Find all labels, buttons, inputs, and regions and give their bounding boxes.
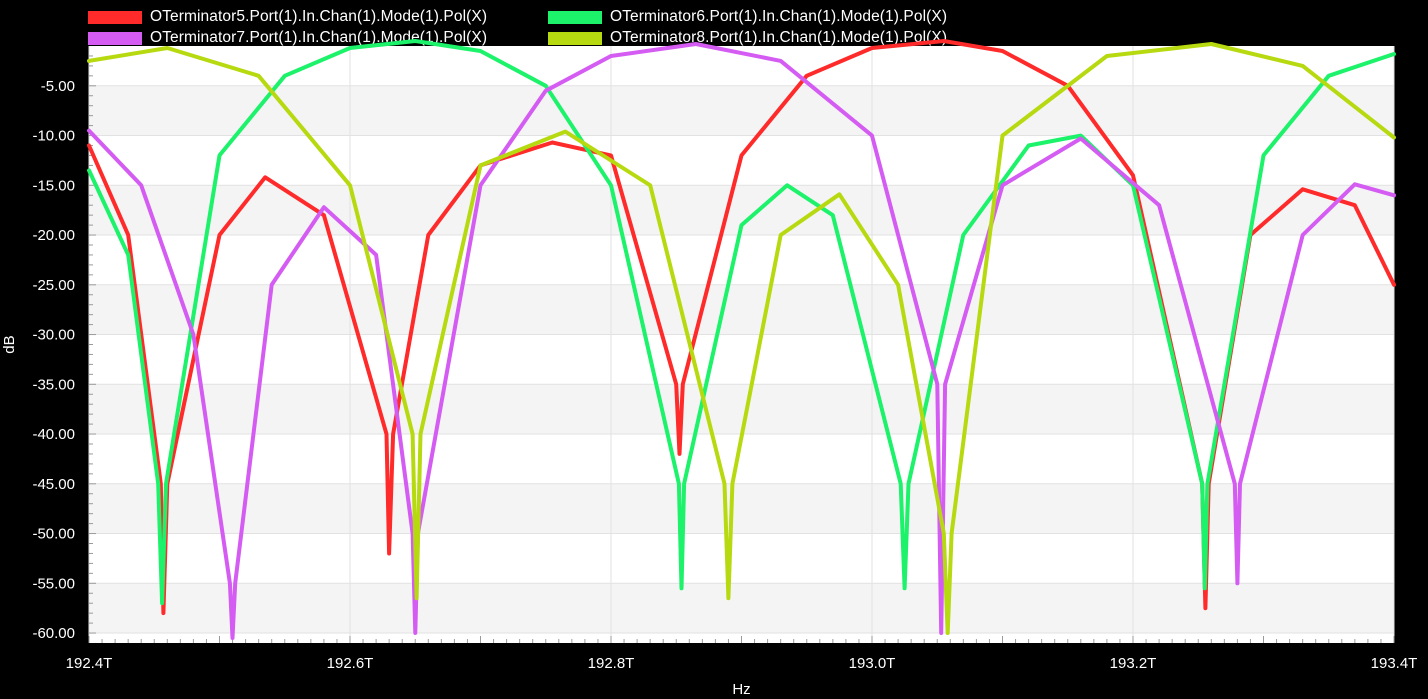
y-tick-label: -50.00 bbox=[32, 526, 75, 543]
y-tick-label: -10.00 bbox=[32, 128, 75, 145]
y-tick-label: -45.00 bbox=[32, 476, 75, 493]
legend-label: OTerminator6.Port(1).In.Chan(1).Mode(1).… bbox=[610, 8, 948, 25]
y-tick-label: -5.00 bbox=[41, 78, 75, 95]
legend-label: OTerminator8.Port(1).In.Chan(1).Mode(1).… bbox=[610, 29, 948, 46]
legend-swatch bbox=[548, 31, 602, 45]
series-line-3 bbox=[87, 42, 1396, 640]
series-line-2 bbox=[87, 39, 1396, 606]
plot-bands bbox=[89, 85, 1394, 634]
legend-label: OTerminator5.Port(1).In.Chan(1).Mode(1).… bbox=[150, 8, 488, 25]
legend-swatch bbox=[88, 31, 142, 45]
y-tick-label: -40.00 bbox=[32, 426, 75, 443]
y-tick-label: -30.00 bbox=[32, 327, 75, 344]
plot-band bbox=[89, 284, 1394, 335]
plot-band bbox=[89, 384, 1394, 435]
legend-swatch bbox=[88, 10, 142, 24]
series-layer bbox=[87, 39, 1396, 640]
y-tick-label: -55.00 bbox=[32, 575, 75, 592]
x-axis-tick-labels: 192.4T 192.6T 192.8T 193.0T 193.2T 193.4T bbox=[66, 655, 1418, 672]
x-tick-label: 193.4T bbox=[1371, 655, 1418, 672]
y-tick-label: -20.00 bbox=[32, 227, 75, 244]
x-tick-label: 192.6T bbox=[327, 655, 374, 672]
y-axis-tick-labels: -5.00 -10.00 -15.00 -20.00 -25.00 -30.00 -35.0… bbox=[32, 78, 75, 642]
legend-item-2: OTerminator6.Port(1).In.Chan(1).Mode(1).… bbox=[548, 7, 947, 27]
y-tick-label: -60.00 bbox=[32, 625, 75, 642]
legend-swatch bbox=[548, 10, 602, 24]
y-tick-label: -15.00 bbox=[32, 177, 75, 194]
x-axis-title: Hz bbox=[732, 681, 750, 698]
y-axis-title: dB bbox=[1, 335, 18, 353]
x-tick-label: 193.2T bbox=[1110, 655, 1157, 672]
x-tick-label: 193.0T bbox=[849, 655, 896, 672]
y-tick-label: -25.00 bbox=[32, 277, 75, 294]
plot-band bbox=[89, 483, 1394, 534]
series-line-4 bbox=[87, 42, 1396, 635]
plot-area bbox=[89, 46, 1394, 643]
plot-band bbox=[89, 583, 1394, 634]
x-tick-label: 192.4T bbox=[66, 655, 113, 672]
legend-item-1: OTerminator5.Port(1).In.Chan(1).Mode(1).… bbox=[88, 7, 487, 27]
x-tick-label: 192.8T bbox=[588, 655, 635, 672]
legend-item-4: OTerminator8.Port(1).In.Chan(1).Mode(1).… bbox=[548, 28, 947, 48]
y-tick-label: -35.00 bbox=[32, 376, 75, 393]
plot-band bbox=[89, 85, 1394, 136]
